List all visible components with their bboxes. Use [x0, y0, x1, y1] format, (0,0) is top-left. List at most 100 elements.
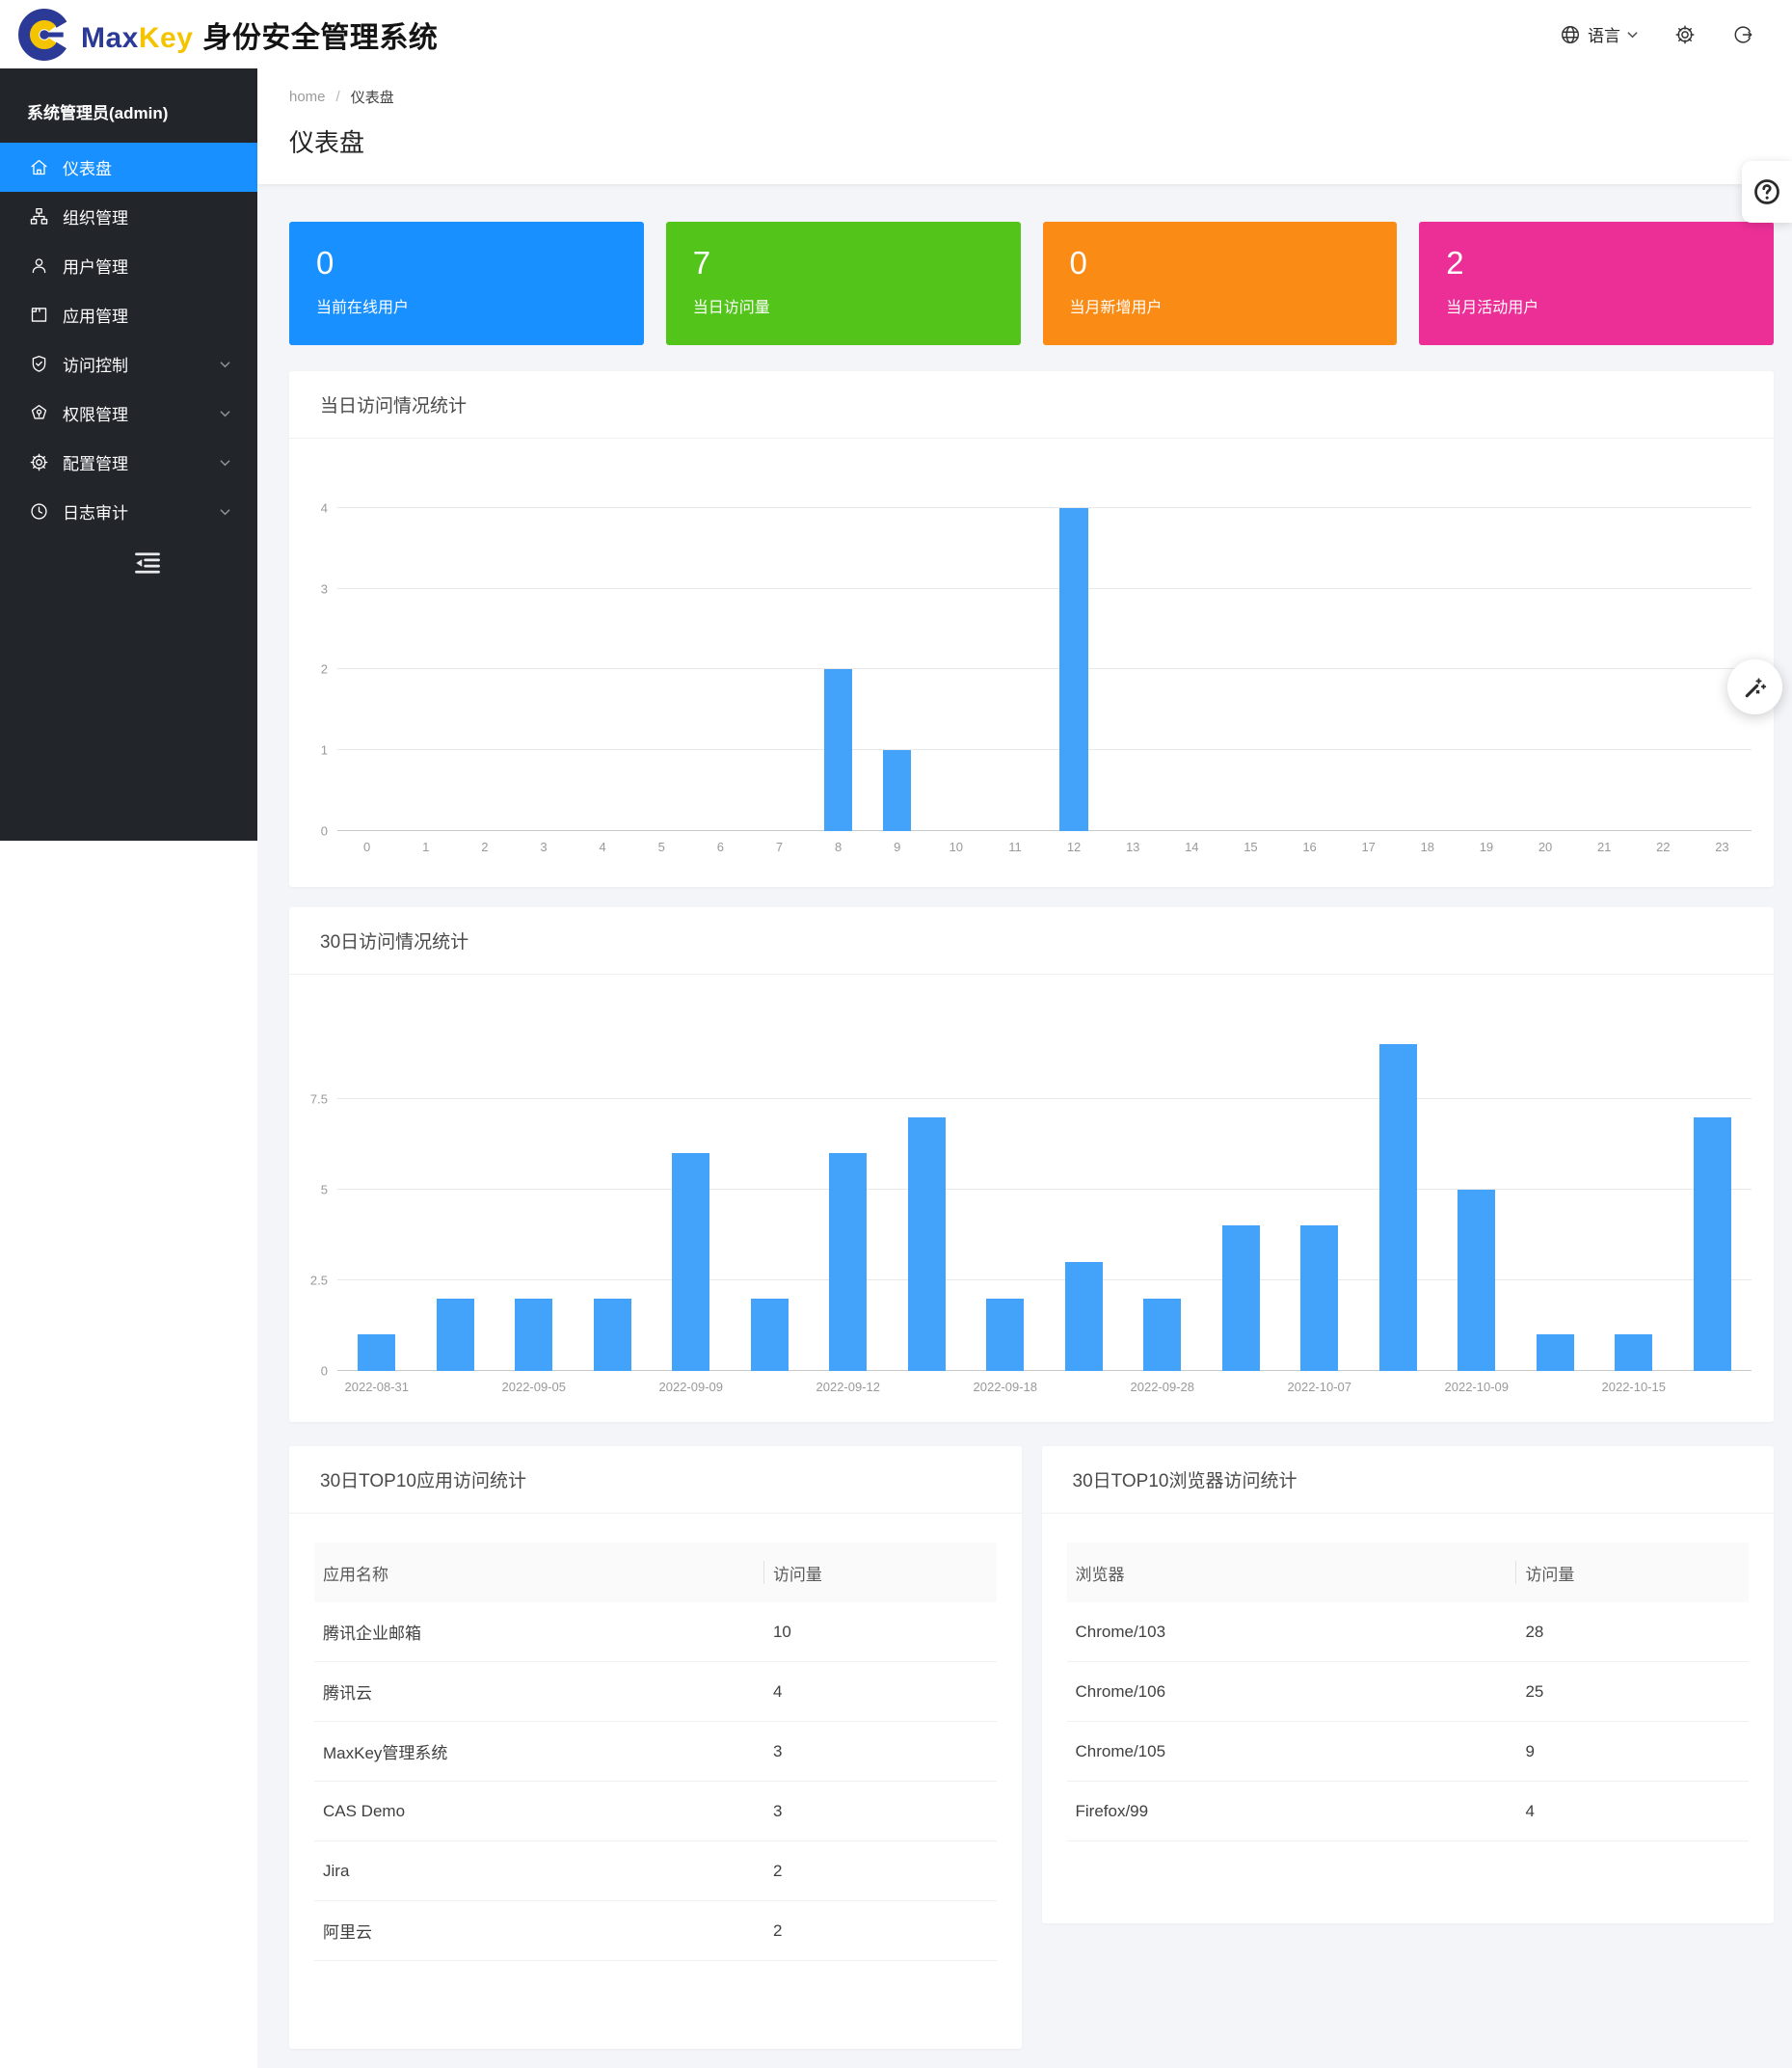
clock-icon: [29, 501, 49, 522]
bar: [907, 1116, 946, 1371]
x-tick-label: 2022-09-05: [501, 1380, 567, 1394]
x-tick-label: [574, 1380, 653, 1394]
sidebar-item-configuration[interactable]: 配置管理: [0, 438, 257, 487]
y-tick-label: 2: [320, 661, 328, 677]
table-header-row: 应用名称 访问量: [314, 1543, 997, 1602]
sidebar: 系统管理员(admin) 仪表盘组织管理用户管理 应用管理 访问控制权限管理配置管理…: [0, 68, 257, 2068]
x-tick-label: 20: [1538, 840, 1553, 854]
x-tick-label: 10: [949, 840, 964, 854]
sidebar-item-users[interactable]: 用户管理: [0, 241, 257, 290]
sidebar-item-label: 组织管理: [63, 209, 128, 228]
gridline: [337, 1097, 1752, 1099]
breadcrumb-home-link[interactable]: home: [289, 89, 326, 105]
x-tick-label: 2022-09-09: [658, 1380, 724, 1394]
cell-value: 2: [772, 1861, 783, 1880]
bar: [750, 1298, 789, 1371]
cell-name: 腾讯企业邮箱: [323, 1625, 421, 1643]
permission-icon: [29, 403, 49, 423]
stat-label: 当前在线用户: [316, 300, 410, 317]
stat-cards-row: 0 当前在线用户 7 当日访问量 0 当月新增用户 2 当月活动用户: [289, 222, 1774, 345]
x-tick-label: [1673, 1380, 1752, 1394]
bar-slot: [1123, 1034, 1202, 1371]
stat-value: 7: [692, 245, 711, 281]
language-selector[interactable]: 语言: [1560, 22, 1638, 46]
bar-slot: [1045, 492, 1104, 831]
sidebar-item-organization[interactable]: 组织管理: [0, 192, 257, 241]
chevron-down-icon: [220, 410, 230, 417]
theme-customize-button[interactable]: [1727, 659, 1782, 714]
sidebar-item-label: 仪表盘: [63, 160, 112, 178]
bar-slot: [966, 1034, 1045, 1371]
gear-icon: [29, 452, 49, 472]
cell-value: 2: [772, 1920, 783, 1940]
chevron-down-icon: [220, 459, 230, 467]
gridline: [337, 668, 1752, 670]
stat-label: 当日访问量: [692, 300, 770, 317]
x-tick-label: 17: [1361, 840, 1376, 854]
table-row: Firefox/99 4: [1066, 1782, 1749, 1841]
app-icon: [29, 305, 49, 325]
x-tick-label: 16: [1302, 840, 1317, 854]
x-tick-label: 15: [1244, 840, 1258, 854]
current-user-label: 系统管理员(admin): [27, 104, 169, 122]
logo: MaxKey 身份安全管理系统: [17, 8, 438, 62]
bar-slot: [514, 492, 573, 831]
x-tick-label: 23: [1715, 840, 1729, 854]
shield-check-icon: [29, 354, 49, 374]
cell-value: 10: [772, 1622, 791, 1641]
chevron-down-icon: [220, 361, 230, 368]
stat-card: 2 当月活动用户: [1419, 222, 1774, 345]
bar-slot: [809, 492, 868, 831]
sidebar-item-audit[interactable]: 日志审计: [0, 487, 257, 536]
sidebar-item-access-control[interactable]: 访问控制: [0, 339, 257, 389]
logout-button[interactable]: [1732, 24, 1753, 45]
bar: [1536, 1334, 1574, 1371]
sidebar-item-permissions[interactable]: 权限管理: [0, 389, 257, 438]
gear-icon: [1675, 24, 1695, 44]
bar-slot: [632, 492, 691, 831]
bar-slot: [652, 1034, 731, 1371]
breadcrumb-current: 仪表盘: [350, 90, 394, 106]
sidebar-collapse-button[interactable]: [133, 551, 162, 579]
main-area: home / 仪表盘 仪表盘 0 当前在线用户 7 当日访问量 0 当月新增用户 2 当月活动…: [257, 68, 1792, 2068]
chart-title: 当日访问情况统计: [289, 371, 1774, 439]
top-browsers-table: 浏览器 访问量 Chrome/103 28 Chrome/106 25 Chrome/105…: [1066, 1543, 1749, 1841]
x-axis-line: [337, 830, 1752, 831]
settings-button[interactable]: [1674, 24, 1696, 45]
bar-slot: [1516, 492, 1575, 831]
sidebar-item-dashboard[interactable]: 仪表盘: [0, 143, 257, 192]
sidebar-item-label: 权限管理: [63, 406, 128, 424]
cell-name: MaxKey管理系统: [323, 1744, 448, 1762]
x-tick-label: 22: [1656, 840, 1671, 854]
x-tick-label: 8: [834, 840, 843, 854]
bar-slot: [1359, 1034, 1438, 1371]
user-icon: [29, 255, 49, 276]
column-header: 浏览器: [1075, 1565, 1125, 1584]
x-tick-label: 12: [1066, 840, 1082, 854]
x-tick-label: 18: [1420, 840, 1435, 854]
x-tick-label: [1359, 1380, 1438, 1394]
bar-slot: [416, 1034, 495, 1371]
bar: [1059, 507, 1088, 831]
logo-text-key: Key: [138, 21, 194, 54]
breadcrumb: home / 仪表盘: [289, 87, 1792, 107]
help-button[interactable]: [1742, 161, 1792, 223]
bar: [1300, 1225, 1339, 1371]
sidebar-item-applications[interactable]: 应用管理: [0, 290, 257, 339]
cell-name: 阿里云: [323, 1923, 372, 1942]
monthly-visits-chart: 0 2.5 5 7.5: [310, 1034, 1752, 1379]
x-tick-label: 19: [1479, 840, 1494, 854]
bar: [1693, 1116, 1731, 1371]
bars: [337, 492, 1752, 831]
question-circle-icon: [1754, 179, 1779, 204]
bar-slot: [1280, 492, 1339, 831]
bar-slot: [455, 492, 514, 831]
y-tick-label: 4: [320, 500, 328, 516]
bar-slot: [926, 492, 985, 831]
x-tick-label: 0: [362, 840, 371, 854]
x-tick-label: 2022-09-28: [1130, 1380, 1195, 1394]
bar-slot: [337, 1034, 416, 1371]
bar: [436, 1298, 474, 1371]
bar-slot: [574, 492, 632, 831]
